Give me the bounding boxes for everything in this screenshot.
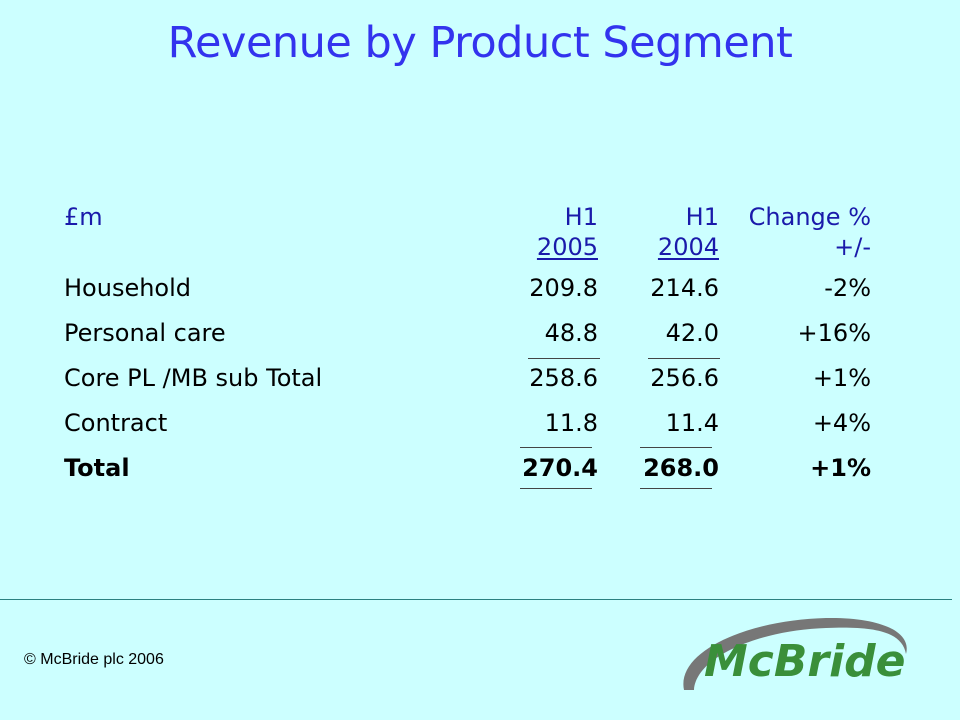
row-personal-care-label: Personal care — [64, 319, 226, 347]
row-total-change: +1% — [810, 454, 871, 482]
row-personal-care-change: +16% — [797, 319, 871, 347]
row-household-change: -2% — [824, 274, 871, 302]
copyright-notice: © McBride plc 2006 — [24, 651, 164, 668]
subtotal-rule-2004 — [648, 358, 720, 359]
row-personal-care-h1-2005: 48.8 — [544, 319, 598, 347]
col-h1-2005-header-line1: H1 — [564, 203, 598, 231]
row-total-label: Total — [64, 454, 130, 482]
row-contract-label: Contract — [64, 409, 168, 437]
row-contract-change: +4% — [812, 409, 871, 437]
mcbride-logo: McBride — [676, 612, 916, 716]
total-bottom-rule-2004 — [640, 488, 712, 489]
total-top-rule-2005 — [520, 447, 592, 448]
col-h1-2005-header-line2: 2005 — [536, 233, 598, 261]
row-household-h1-2004: 214.6 — [650, 274, 719, 302]
row-core-subtotal-change: +1% — [812, 364, 871, 392]
row-household-h1-2005: 209.8 — [529, 274, 598, 302]
row-total-h1-2004: 268.0 — [643, 454, 719, 482]
col-change-header-line1: Change % — [748, 203, 871, 231]
col-h1-2004-header-line1: H1 — [685, 203, 719, 231]
row-total-h1-2005: 270.4 — [522, 454, 598, 482]
logo-wordmark: McBride — [704, 636, 906, 687]
row-contract-h1-2005: 11.8 — [544, 409, 598, 437]
row-core-subtotal-label: Core PL /MB sub Total — [64, 364, 323, 392]
col-change-header-line2: +/- — [834, 233, 871, 261]
unit-header: £m — [64, 203, 103, 231]
row-household-label: Household — [64, 274, 192, 302]
footer-divider — [0, 599, 952, 600]
row-core-subtotal-h1-2005: 258.6 — [529, 364, 598, 392]
page-title: Revenue by Product Segment — [167, 18, 793, 68]
row-core-subtotal-h1-2004: 256.6 — [650, 364, 719, 392]
col-h1-2004-header-line2: 2004 — [657, 233, 719, 261]
logo-swoosh — [683, 617, 907, 690]
mcbride-logo-graphic: McBride — [683, 617, 907, 690]
row-contract-h1-2004: 11.4 — [665, 409, 719, 437]
total-bottom-rule-2005 — [520, 488, 592, 489]
row-personal-care-h1-2004: 42.0 — [665, 319, 719, 347]
subtotal-rule-2005 — [528, 358, 600, 359]
total-top-rule-2004 — [640, 447, 712, 448]
